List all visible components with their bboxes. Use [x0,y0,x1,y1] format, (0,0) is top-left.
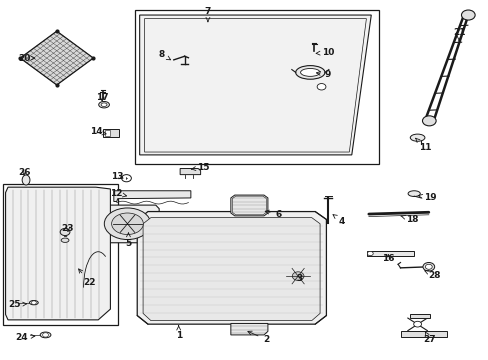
Bar [409,314,429,318]
Text: 10: 10 [315,48,334,57]
Circle shape [60,228,70,235]
Circle shape [122,175,131,182]
Ellipse shape [409,134,424,141]
Bar [135,10,378,164]
Ellipse shape [101,103,107,107]
Text: 25: 25 [8,300,26,309]
Circle shape [31,301,36,305]
Text: 2: 2 [247,331,269,344]
Circle shape [292,272,304,280]
Ellipse shape [295,66,325,79]
Text: 9: 9 [316,70,330,79]
Ellipse shape [99,102,109,108]
Circle shape [461,10,474,20]
Polygon shape [143,218,320,320]
Text: 5: 5 [125,233,131,248]
Ellipse shape [300,68,320,76]
Ellipse shape [61,238,69,242]
Circle shape [42,333,48,337]
Circle shape [425,264,431,269]
Text: 4: 4 [332,215,345,226]
Polygon shape [5,187,110,320]
Bar [104,130,110,136]
Ellipse shape [111,213,143,234]
Circle shape [422,116,435,126]
Text: 22: 22 [79,269,96,287]
Polygon shape [96,205,159,243]
Bar [400,330,446,337]
Text: 26: 26 [18,168,30,177]
Text: 23: 23 [61,224,74,233]
Text: 8: 8 [158,50,170,60]
Text: 20: 20 [18,54,35,63]
Circle shape [279,262,316,290]
Polygon shape [180,168,200,175]
Circle shape [413,321,421,327]
Text: 11: 11 [415,138,430,152]
Bar [3,184,118,325]
Text: 18: 18 [400,215,418,224]
Polygon shape [137,212,326,324]
Polygon shape [140,15,370,155]
Text: 24: 24 [15,333,35,342]
Ellipse shape [22,175,30,185]
Text: 3: 3 [295,274,302,283]
Ellipse shape [407,191,419,197]
Text: 21: 21 [452,28,465,40]
Polygon shape [114,191,190,202]
Text: 27: 27 [423,332,435,344]
Polygon shape [20,31,93,85]
Circle shape [366,251,372,256]
Text: 7: 7 [204,7,211,22]
Text: 19: 19 [418,193,436,202]
Text: 15: 15 [191,163,209,172]
Circle shape [422,262,434,271]
Ellipse shape [40,332,51,338]
Text: 14: 14 [90,127,106,136]
Text: 12: 12 [110,189,126,198]
Text: 13: 13 [111,172,124,181]
Text: 1: 1 [175,326,182,341]
Text: 28: 28 [424,270,440,279]
Circle shape [317,84,325,90]
Polygon shape [230,323,267,335]
Circle shape [271,256,325,296]
Text: 17: 17 [96,93,108,102]
Bar [103,129,119,137]
Ellipse shape [104,208,150,239]
Ellipse shape [29,301,38,305]
Text: 16: 16 [381,255,394,264]
Bar [366,251,413,256]
Polygon shape [230,195,267,216]
Text: 6: 6 [264,210,281,219]
